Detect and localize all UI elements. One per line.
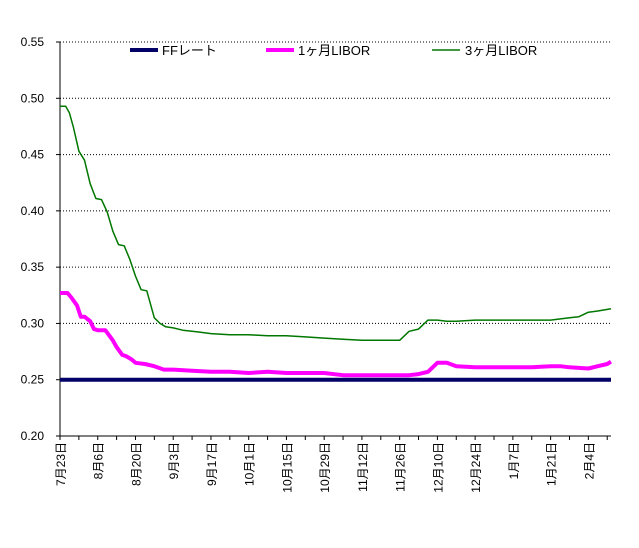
x-tick-label: 12月10日 [431,442,445,493]
axis-layer: 0.20 0.25 0.30 0.35 0.40 0.45 0.50 0.55 7月23日 8月6… [21,35,611,493]
series-line-2 [60,291,613,378]
x-tick-label: 9月3日 [167,442,181,479]
y-tick-label: 0.25 [21,373,45,387]
x-tick-label: 2月4日 [582,442,596,479]
legend: FFレート 1ヶ月LIBOR 3ヶ月LIBOR [130,43,537,58]
legend-label-2: 1ヶ月LIBOR [298,43,370,58]
y-tick-label: 0.50 [21,91,45,105]
x-tick-label: 10月15日 [280,442,294,493]
x-tick-label: 11月12日 [356,442,370,492]
x-tick-label: 10月1日 [243,442,257,486]
series-layer [60,105,613,382]
x-tick-label: 8月20日 [129,442,143,486]
x-tick-label: 11月26日 [394,442,408,492]
legend-label-1: FFレート [162,43,217,58]
y-tick-label: 0.20 [21,429,45,443]
y-tick-label: 0.35 [21,260,45,274]
x-tick-label: 8月6日 [92,442,106,479]
x-tick-label: 1月21日 [545,442,559,486]
x-tick-label: 10月29日 [318,442,332,493]
y-tick-label: 0.30 [21,316,45,330]
grid-layer [60,41,611,381]
y-tick-label: 0.40 [21,204,45,218]
y-tick-label: 0.45 [21,148,45,162]
x-tick-label: 1月7日 [507,442,521,479]
x-tick-label: 9月17日 [205,442,219,486]
series-line-3 [60,105,612,342]
legend-label-3: 3ヶ月LIBOR [465,43,537,58]
x-tick-label: 12月24日 [469,442,483,493]
y-tick-label: 0.55 [21,35,45,49]
x-tick-label: 7月23日 [54,442,68,486]
